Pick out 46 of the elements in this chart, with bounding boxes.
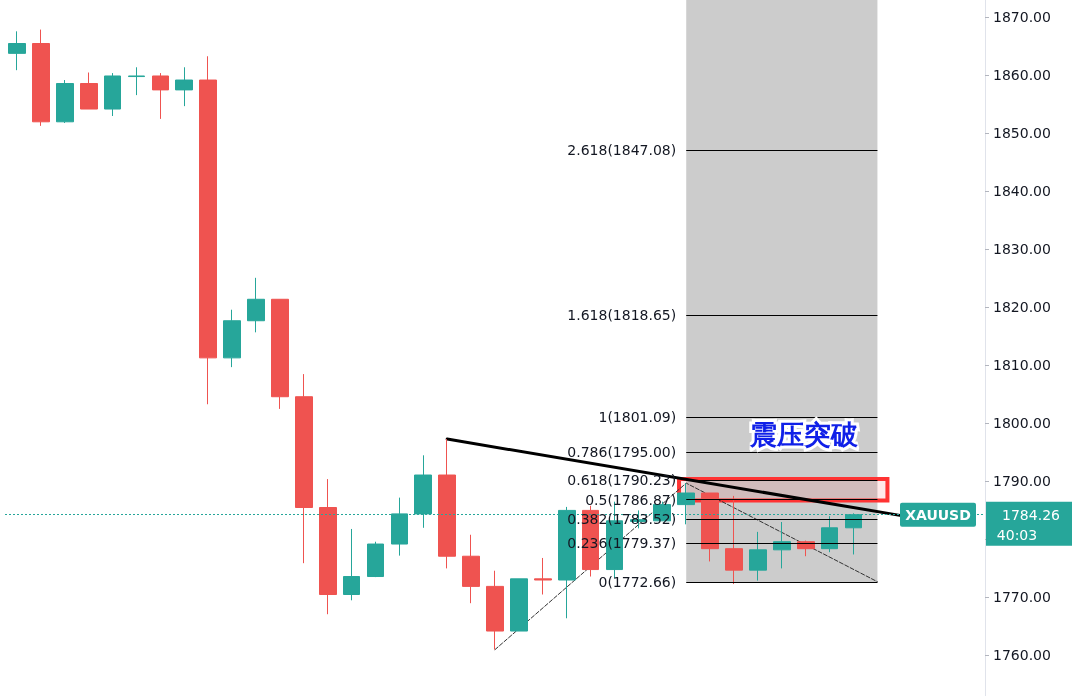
y-tick-label: 1800.00 (993, 415, 1051, 432)
ref-line-label: 1(1801.09) (598, 409, 677, 426)
text: 40:03 (996, 526, 1038, 543)
text: 1784.26 (1002, 506, 1061, 523)
y-tick-label: 1770.00 (993, 589, 1051, 606)
ref-line-label: 0.5(1786.87) (585, 491, 677, 508)
candlestick (295, 373, 313, 564)
candlestick (438, 438, 456, 569)
candlestick (701, 492, 719, 562)
annotation: 震压突破 (748, 418, 858, 450)
candlestick (56, 79, 74, 124)
candlestick (152, 72, 169, 120)
candlestick (319, 478, 337, 615)
ref-line-label: XAUUSD (905, 506, 971, 523)
candlestick (223, 309, 241, 368)
candlestick (271, 298, 289, 410)
candlestick (462, 534, 480, 604)
candlestick (534, 557, 552, 595)
y-tick-label: 1820.00 (993, 299, 1051, 316)
candlestick (725, 495, 743, 585)
y-tick-label: 1840.00 (993, 183, 1051, 200)
candlestick (80, 72, 98, 110)
ref-line-label: 0.786(1795.00) (567, 444, 677, 461)
candlestick (367, 541, 384, 578)
ref-line-label: 1.618(1818.65) (567, 307, 677, 324)
candlestick (32, 29, 50, 127)
y-tick-label: 1850.00 (993, 125, 1051, 142)
candlestick (128, 66, 145, 96)
candlestick (175, 66, 193, 107)
y-tick-label: 1870.00 (993, 9, 1051, 26)
y-tick-label: 1760.00 (993, 647, 1051, 664)
ref-line-label: 0(1772.66) (598, 573, 677, 590)
candlestick (749, 531, 767, 582)
candlestick (486, 570, 504, 651)
ref-line-label: 0.618(1790.23) (567, 472, 677, 489)
candlestick (199, 55, 217, 405)
y-tick-label: 1790.00 (993, 473, 1051, 490)
candlestick (247, 277, 265, 333)
y-tick-label: 1830.00 (993, 241, 1051, 258)
candlestick (8, 30, 26, 71)
y-tick-label: 1860.00 (993, 67, 1051, 84)
candlestick (104, 72, 121, 117)
candlestick (510, 578, 528, 632)
y-tick-label: 1810.00 (993, 357, 1051, 374)
candlestick (343, 528, 360, 601)
ref-line-label: 2.618(1847.08) (567, 142, 677, 159)
